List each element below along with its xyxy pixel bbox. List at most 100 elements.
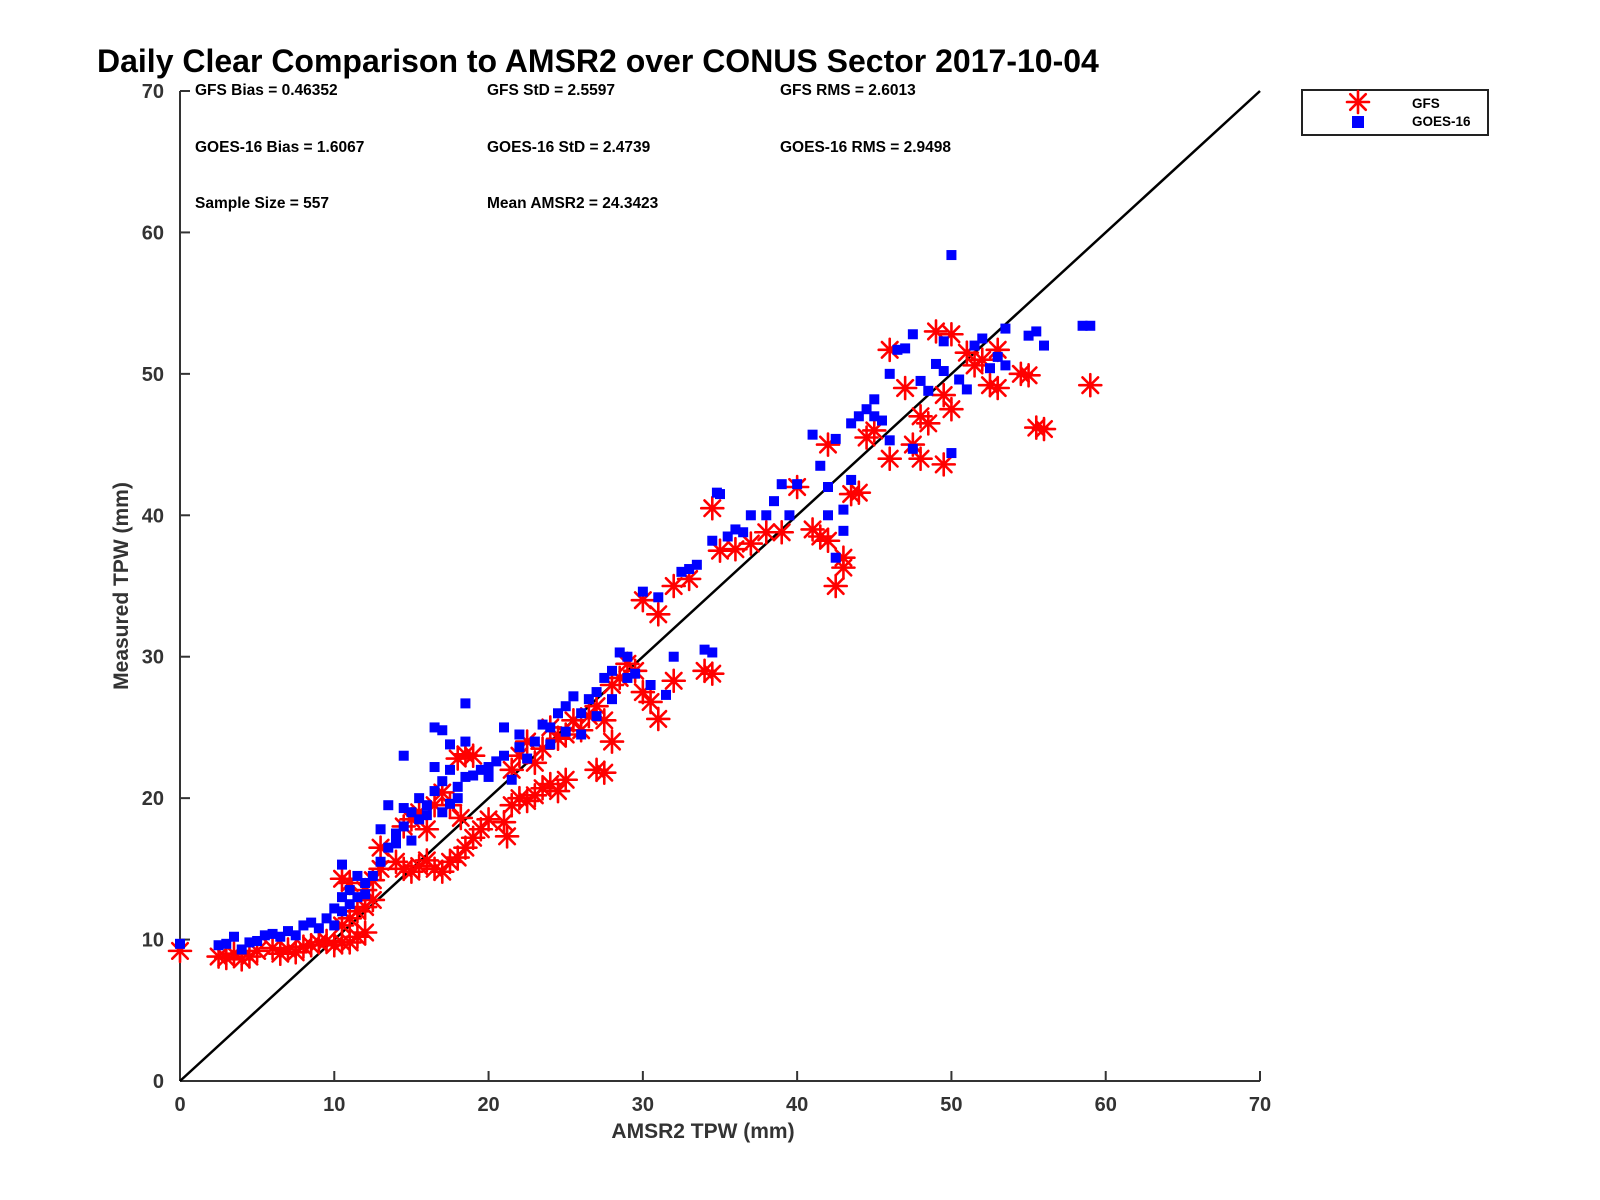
gfs-point bbox=[861, 418, 887, 443]
goes16-point bbox=[460, 736, 471, 747]
goes16-point bbox=[475, 764, 486, 775]
goes16-point bbox=[738, 527, 749, 538]
one-to-one-reference-line bbox=[179, 90, 1261, 1082]
goes16-point bbox=[1031, 326, 1042, 337]
gfs-point bbox=[661, 668, 687, 694]
gfs-point bbox=[645, 706, 671, 732]
goes16-point bbox=[298, 920, 309, 931]
goes16-point bbox=[352, 892, 363, 903]
goes16-point bbox=[360, 878, 371, 888]
legend-gfs-marker bbox=[1345, 89, 1371, 115]
goes16-point bbox=[445, 798, 455, 809]
gfs-point bbox=[707, 538, 733, 563]
goes16-point bbox=[583, 694, 594, 705]
goes16-point bbox=[622, 672, 633, 683]
goes16-point bbox=[699, 644, 710, 655]
gfs-point bbox=[723, 536, 748, 562]
gfs-point bbox=[494, 824, 520, 849]
goes16-point bbox=[414, 814, 425, 825]
legend-box bbox=[1301, 89, 1489, 136]
goes16-point bbox=[267, 928, 278, 939]
gfs-point bbox=[915, 411, 941, 436]
goes16-point bbox=[792, 479, 803, 490]
goes16-point bbox=[391, 828, 401, 839]
gfs-point bbox=[823, 573, 849, 599]
goes16-point bbox=[468, 770, 479, 781]
goes16-point bbox=[599, 672, 610, 683]
gfs-point bbox=[638, 689, 663, 715]
gfs-point bbox=[553, 767, 579, 793]
stat-gfs-rms: GFS RMS = 2.6013 bbox=[780, 82, 916, 99]
gfs-point bbox=[877, 446, 903, 472]
goes16-point bbox=[661, 689, 671, 700]
goes16-point bbox=[514, 742, 525, 753]
x-tick-label: 40 bbox=[786, 1094, 808, 1116]
goes16-point bbox=[892, 344, 903, 355]
goes16-point bbox=[445, 739, 455, 750]
goes16-point bbox=[961, 384, 972, 395]
series-gfs bbox=[167, 319, 1103, 972]
y-tick-label: 40 bbox=[142, 505, 164, 527]
stat-goes-std: GOES-16 StD = 2.4739 bbox=[487, 139, 651, 156]
goes16-point bbox=[807, 429, 818, 440]
goes16-point bbox=[445, 764, 455, 775]
gfs-point bbox=[352, 920, 378, 945]
x-tick-label: 0 bbox=[174, 1094, 185, 1116]
goes16-point bbox=[352, 870, 363, 881]
goes16-point bbox=[514, 729, 525, 740]
x-tick-label: 10 bbox=[323, 1094, 345, 1116]
goes16-point bbox=[506, 774, 517, 785]
goes16-point bbox=[452, 781, 463, 792]
goes16-point bbox=[367, 870, 378, 881]
goes16-point bbox=[337, 892, 347, 903]
stats-block: GFS Bias = 0.46352 GFS StD = 2.5597 GFS … bbox=[195, 82, 951, 212]
goes16-point bbox=[576, 708, 587, 719]
x-ticks: 0 10 20 30 40 50 60 70 bbox=[174, 1071, 1271, 1116]
goes16-point bbox=[483, 762, 494, 773]
goes16-point bbox=[715, 489, 725, 500]
goes16-point bbox=[275, 931, 286, 942]
goes16-point bbox=[668, 651, 679, 662]
legend-gfs-asterisk bbox=[1345, 89, 1371, 115]
goes16-point bbox=[437, 807, 448, 818]
legend-gfs-label: GFS bbox=[1412, 96, 1440, 111]
goes16-point bbox=[915, 375, 926, 386]
goes16-point bbox=[992, 351, 1003, 362]
stat-gfs-bias: GFS Bias = 0.46352 bbox=[195, 82, 338, 99]
gfs-point bbox=[769, 519, 795, 545]
goes16-point bbox=[545, 739, 556, 750]
legend-goes16-marker bbox=[1352, 116, 1364, 128]
goes16-point bbox=[869, 411, 880, 422]
goes16-point bbox=[398, 750, 409, 761]
goes16-point bbox=[283, 926, 293, 937]
goes16-point bbox=[838, 525, 849, 536]
gfs-point bbox=[476, 807, 501, 832]
gfs-point bbox=[815, 432, 841, 457]
gfs-point bbox=[699, 661, 725, 686]
goes16-point bbox=[406, 835, 417, 846]
y-tick-label: 50 bbox=[142, 364, 164, 386]
goes16-point bbox=[607, 665, 617, 676]
goes16-point bbox=[213, 940, 224, 951]
goes16-point bbox=[884, 435, 895, 446]
goes16-point bbox=[429, 786, 440, 797]
goes16-point bbox=[329, 903, 340, 914]
gfs-point bbox=[892, 375, 918, 401]
y-ticks: 0 10 20 30 40 50 60 70 bbox=[142, 81, 190, 1093]
goes16-point bbox=[337, 859, 347, 870]
goes16-point bbox=[823, 482, 833, 492]
chart-title: Daily Clear Comparison to AMSR2 over CON… bbox=[97, 43, 1099, 79]
goes16-point bbox=[931, 358, 941, 369]
goes16-point bbox=[329, 920, 340, 931]
gfs-point bbox=[368, 835, 393, 860]
goes16-point bbox=[553, 708, 563, 719]
goes16-point bbox=[252, 935, 263, 946]
goes16-point bbox=[722, 531, 733, 542]
plot-area: 0 10 20 30 40 50 60 70 0 10 20 30 40 50 60 70 bbox=[142, 81, 1271, 1116]
goes16-point bbox=[421, 810, 432, 821]
goes16-point bbox=[499, 750, 509, 761]
gfs-point bbox=[1077, 372, 1103, 398]
goes16-point bbox=[383, 842, 394, 853]
gfs-point bbox=[877, 337, 903, 363]
